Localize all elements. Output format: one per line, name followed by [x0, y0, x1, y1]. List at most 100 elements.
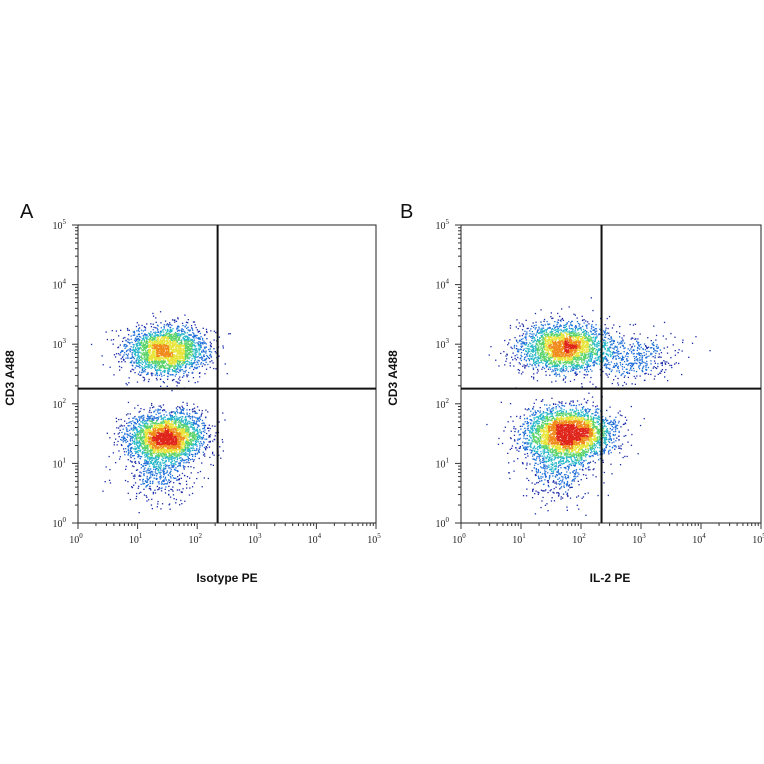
event-point	[166, 414, 168, 416]
event-point	[156, 353, 158, 356]
event-point	[174, 412, 176, 414]
event-point	[193, 459, 195, 461]
event-point	[137, 425, 140, 428]
event-point	[143, 377, 145, 379]
event-point	[200, 436, 203, 439]
event-point	[121, 425, 123, 427]
event-point	[187, 441, 189, 443]
event-point	[158, 422, 160, 425]
event-point	[121, 439, 123, 441]
event-point	[182, 408, 185, 410]
event-point	[192, 408, 194, 410]
event-point	[157, 361, 159, 363]
event-point	[155, 452, 157, 455]
event-point	[133, 362, 135, 364]
event-point	[151, 406, 154, 409]
event-point	[180, 329, 182, 331]
event-point	[131, 437, 133, 439]
event-point	[178, 371, 180, 373]
event-point	[157, 461, 159, 463]
event-point	[144, 434, 146, 436]
event-point	[145, 422, 147, 424]
event-point	[138, 347, 141, 349]
event-point	[143, 463, 145, 465]
event-point	[127, 448, 129, 450]
event-point	[170, 417, 172, 420]
event-point	[168, 363, 170, 365]
event-point	[185, 339, 187, 341]
event-point	[176, 344, 178, 346]
event-point	[185, 436, 188, 439]
event-point	[142, 346, 144, 348]
event-point	[204, 438, 206, 440]
event-point	[185, 363, 187, 365]
event-point	[134, 423, 136, 425]
event-point	[152, 329, 154, 331]
event-point	[185, 343, 187, 345]
event-point	[188, 349, 190, 352]
event-point	[131, 368, 133, 370]
event-point	[192, 454, 194, 456]
event-point	[145, 426, 147, 428]
event-point	[152, 341, 154, 343]
event-point	[120, 418, 122, 421]
event-point	[124, 437, 126, 440]
event-point	[151, 452, 153, 454]
event-point	[187, 421, 189, 423]
event-point	[139, 371, 141, 373]
event-point	[136, 418, 138, 420]
event-point	[209, 341, 211, 343]
event-point	[185, 441, 188, 443]
event-point	[201, 342, 203, 344]
event-point	[201, 419, 204, 422]
event-point	[194, 352, 196, 354]
event-point	[191, 371, 194, 374]
event-point	[121, 436, 123, 439]
event-point	[203, 346, 206, 348]
event-point	[172, 486, 174, 488]
event-point	[193, 432, 195, 434]
event-point	[139, 364, 141, 367]
event-point	[215, 352, 217, 354]
event-point	[174, 331, 177, 334]
event-point	[90, 343, 93, 346]
event-point	[162, 469, 164, 471]
event-point	[106, 338, 108, 341]
event-point	[184, 417, 186, 419]
event-point	[175, 334, 177, 336]
event-point	[171, 462, 173, 465]
event-point	[220, 457, 222, 459]
event-point	[157, 338, 159, 341]
event-point	[163, 454, 165, 456]
event-point	[179, 379, 181, 382]
event-point	[193, 416, 195, 418]
event-point	[155, 460, 158, 462]
event-point	[163, 409, 165, 411]
event-point	[155, 478, 157, 480]
event-point	[199, 347, 201, 349]
event-point	[159, 344, 161, 346]
event-point	[147, 469, 149, 471]
event-point	[147, 423, 149, 425]
event-point	[151, 365, 153, 368]
event-point	[157, 425, 160, 427]
event-point	[150, 372, 153, 374]
event-point	[184, 459, 186, 461]
event-point	[152, 351, 154, 353]
event-point	[176, 335, 178, 337]
event-point	[158, 405, 160, 407]
event-point	[182, 421, 184, 423]
event-point	[194, 353, 196, 355]
event-point	[135, 451, 138, 454]
event-point	[146, 475, 148, 478]
event-point	[163, 465, 165, 467]
event-point	[149, 420, 151, 422]
event-point	[208, 430, 210, 432]
event-point	[136, 434, 138, 436]
event-point	[172, 456, 174, 458]
event-point	[141, 371, 143, 374]
event-point	[168, 457, 170, 459]
event-point	[177, 445, 179, 447]
event-point	[148, 469, 151, 471]
event-point	[181, 328, 183, 330]
